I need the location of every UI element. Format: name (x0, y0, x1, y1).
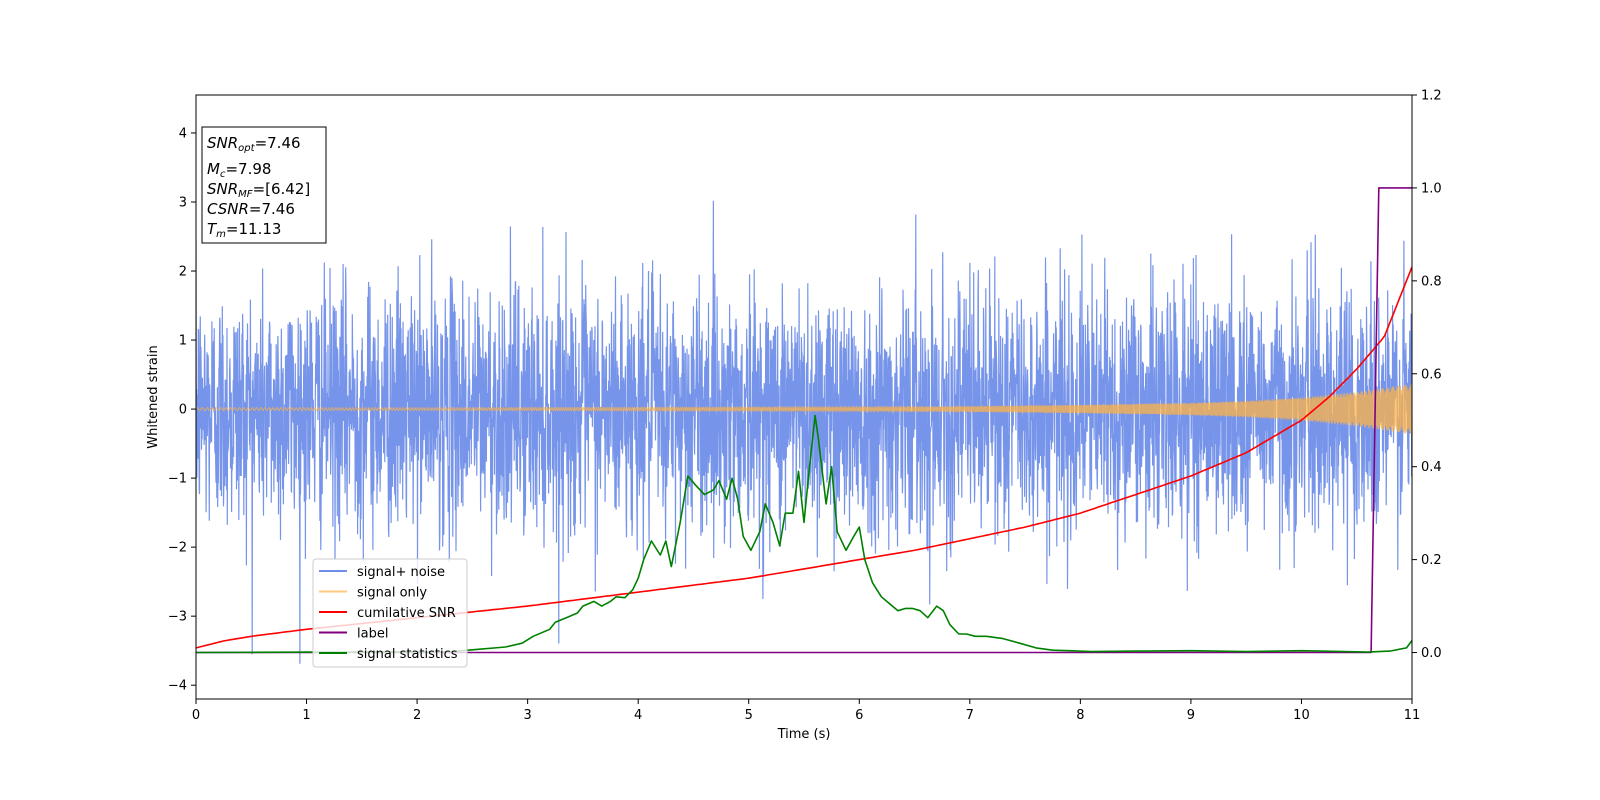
x-tick-label: 8 (1076, 708, 1084, 723)
x-tick-label: 6 (855, 708, 863, 723)
y-right-tick-label: 0.8 (1421, 274, 1442, 289)
x-tick-label: 0 (192, 708, 200, 723)
x-tick-label: 7 (966, 708, 974, 723)
legend-label: cumilative SNR (357, 606, 456, 621)
x-tick-label: 2 (413, 708, 421, 723)
info-snr-mf-value: =[6.42] (253, 180, 311, 198)
series-signal-statistics (196, 414, 1412, 654)
x-tick-label: 11 (1404, 708, 1421, 723)
info-snr-mf: SNRMF=[6.42] (207, 180, 310, 200)
info-snr-mf-sym: SNR (207, 180, 238, 198)
x-tick-label: 5 (745, 708, 753, 723)
y-left-tick-label: 2 (179, 265, 187, 280)
y-right-tick-label: 0.0 (1421, 646, 1442, 661)
info-snr-opt: SNRopt=7.46 (207, 134, 301, 154)
y-left-tick-label: 4 (179, 126, 187, 141)
info-tm-value: =11.13 (226, 220, 282, 238)
x-tick-label: 1 (302, 708, 310, 723)
y-right-tick-label: 1.0 (1421, 181, 1442, 196)
y-left-tick-label: −4 (168, 679, 187, 694)
y-axis-label: Whitened strain (146, 345, 161, 448)
info-box: SNRopt=7.46 Mc=7.98 SNRMF=[6.42] CSNR=7.… (201, 126, 327, 244)
info-mc: Mc=7.98 (207, 160, 271, 180)
info-tm-sub: m (216, 229, 226, 240)
info-box-frame (201, 126, 327, 244)
y-left-tick-label: 0 (179, 403, 187, 418)
info-snr-opt-sym: SNR (207, 134, 238, 152)
info-csnr: CSNR=7.46 (207, 200, 295, 218)
y-left-tick-label: −1 (168, 472, 187, 487)
info-snr-mf-sub: MF (238, 189, 253, 200)
y-left-tick-label: 1 (179, 334, 187, 349)
y-right-tick-label: 0.6 (1421, 367, 1442, 382)
x-axis-label: Time (s) (777, 727, 831, 742)
info-csnr-value: =7.46 (249, 200, 295, 218)
info-tm: Tm=11.13 (207, 220, 281, 240)
legend-label: signal only (357, 586, 427, 601)
series-signal-only (196, 383, 1412, 435)
y-right-tick-label: 1.2 (1421, 89, 1442, 104)
legend: signal+ noise signal only cumilative SNR la… (312, 558, 468, 668)
y-left-tick-label: −2 (168, 541, 187, 556)
info-mc-sub: c (220, 169, 226, 180)
info-tm-sym: T (207, 220, 218, 238)
info-csnr-sym: CSNR (207, 200, 249, 218)
legend-label: signal statistics (357, 647, 458, 662)
legend-label: label (357, 627, 388, 642)
x-tick-label: 3 (523, 708, 531, 723)
y-left-tick-label: 3 (179, 195, 187, 210)
x-tick-label: 4 (634, 708, 642, 723)
info-snr-opt-sub: opt (238, 143, 255, 154)
legend-frame (312, 558, 468, 668)
plot-frame (195, 94, 1413, 700)
y-left-tick-label: −3 (168, 610, 187, 625)
legend-label: signal+ noise (357, 565, 445, 580)
y-right-tick-label: 0.4 (1421, 460, 1442, 475)
info-mc-sym: M (207, 160, 220, 178)
info-snr-opt-value: =7.46 (255, 134, 301, 152)
y-right-tick-label: 0.2 (1421, 553, 1442, 568)
x-tick-label: 9 (1187, 708, 1195, 723)
info-mc-value: =7.98 (225, 160, 271, 178)
series-label (196, 187, 1412, 654)
x-tick-label: 10 (1293, 708, 1310, 723)
axes-layer: 0 1 2 3 4 5 6 7 8 9 10 11 −4 −3 −2 −1 0 1 2 3 4 0.0 0.2 0.4 0.6 0… (168, 89, 1442, 724)
